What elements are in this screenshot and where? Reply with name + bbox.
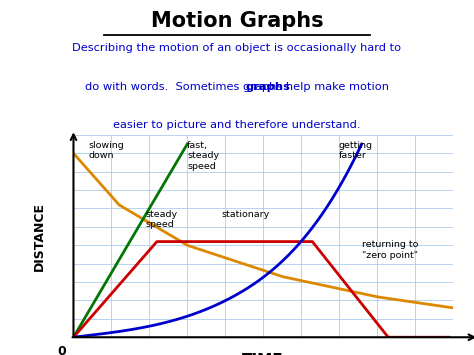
Text: 0: 0 [57, 345, 66, 355]
Text: slowing
down: slowing down [89, 141, 124, 160]
Text: TIME: TIME [242, 354, 284, 355]
Text: Describing the motion of an object is occasionally hard to: Describing the motion of an object is oc… [73, 43, 401, 53]
Text: easier to picture and therefore understand.: easier to picture and therefore understa… [113, 120, 361, 130]
Text: DISTANCE: DISTANCE [33, 202, 46, 271]
Text: graphs: graphs [245, 82, 290, 92]
Text: fast,
steady
speed: fast, steady speed [187, 141, 219, 171]
Text: Motion Graphs: Motion Graphs [151, 11, 323, 31]
Text: getting
faster: getting faster [339, 141, 373, 160]
Text: returning to
"zero point": returning to "zero point" [362, 240, 418, 260]
Text: stationary: stationary [221, 210, 270, 219]
Text: steady
speed: steady speed [146, 210, 178, 229]
Text: do with words.  Sometimes graphs help make motion: do with words. Sometimes graphs help mak… [85, 82, 389, 92]
